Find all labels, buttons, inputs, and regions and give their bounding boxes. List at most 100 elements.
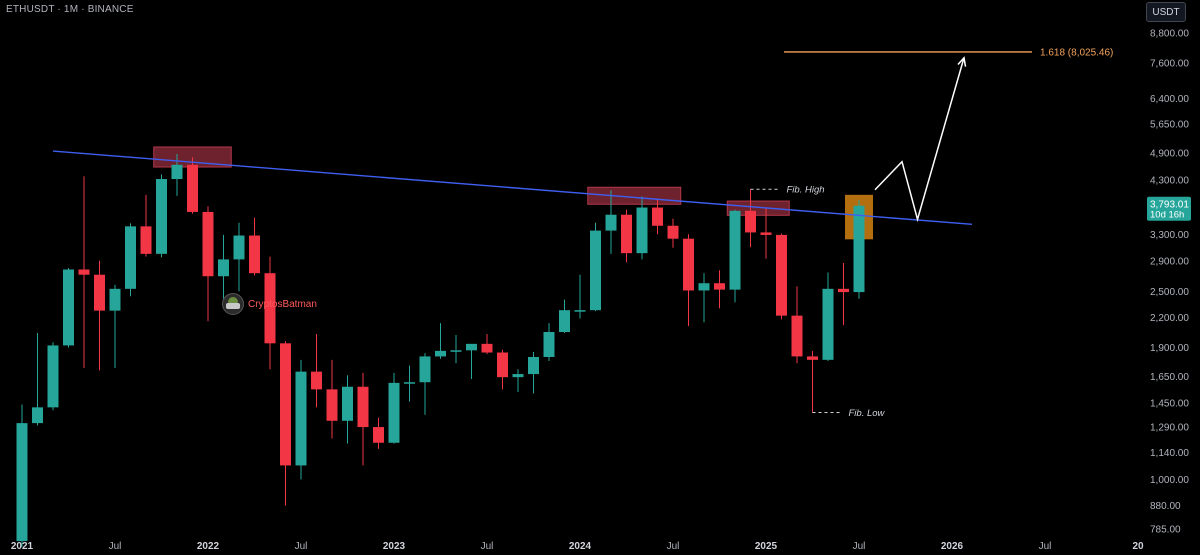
y-tick-label: 2,900.00 [1150, 256, 1189, 267]
candle-body [652, 207, 663, 226]
candle-body [574, 310, 586, 312]
candle-body [280, 343, 291, 466]
candle-body [853, 205, 865, 293]
candle-body [466, 343, 477, 351]
candle-body [326, 389, 338, 421]
candle-body [714, 283, 725, 290]
candle-body [636, 207, 648, 254]
y-tick-label: 7,600.00 [1150, 59, 1189, 70]
candle-body [698, 283, 710, 291]
candle-body [140, 226, 152, 254]
candle-body [94, 274, 105, 311]
projection-path [874, 57, 965, 223]
candle-body [822, 288, 834, 360]
candle-body [373, 427, 384, 443]
price-badge [1147, 196, 1191, 221]
candle-body [404, 382, 415, 384]
x-tick-label: Jul [667, 541, 680, 552]
candle-body [357, 386, 369, 428]
fib-high-label: Fib. High [787, 185, 825, 196]
candle-body [838, 288, 849, 293]
price-badge-value: 3,793.01 [1150, 200, 1189, 211]
candle-body [47, 345, 59, 408]
x-tick-label: 2026 [941, 541, 964, 552]
x-tick-label: 2021 [11, 541, 34, 552]
candle-body [156, 179, 167, 254]
candle-body [218, 259, 229, 277]
x-tick-label: Jul [1039, 541, 1052, 552]
candle-body [776, 234, 787, 316]
watermark: CryptosBatman [222, 293, 317, 315]
candle-body [481, 343, 493, 353]
candle-body [63, 269, 74, 346]
candle-body [32, 407, 43, 424]
projection-arrowhead [957, 56, 967, 67]
y-tick-label: 1,650.00 [1150, 372, 1189, 383]
candle-body [543, 331, 555, 357]
x-tick-label: 2024 [569, 541, 592, 552]
candle-body [202, 211, 214, 277]
y-tick-label: 1,140.00 [1150, 448, 1189, 459]
candle-body [760, 232, 772, 235]
candle-body [419, 356, 431, 383]
x-tick-label: 2023 [383, 541, 406, 552]
candle-body [264, 273, 276, 344]
y-tick-label: 1,450.00 [1150, 399, 1189, 410]
trendline [52, 150, 973, 226]
x-tick-label: 20 [1132, 541, 1144, 552]
x-tick-label: Jul [481, 541, 494, 552]
resistance-zone [726, 200, 790, 216]
x-tick-label: Jul [853, 541, 866, 552]
candle-body [295, 371, 307, 466]
candle-body [171, 164, 183, 180]
candle-body [16, 423, 28, 542]
y-tick-label: 1,290.00 [1150, 423, 1189, 434]
candle-body [497, 352, 508, 378]
y-tick-label: 5,650.00 [1150, 119, 1189, 130]
candle-body [450, 350, 462, 352]
candle-body [745, 210, 756, 233]
currency-button[interactable]: USDT [1146, 2, 1186, 22]
candle-body [109, 288, 121, 311]
watermark-text: CryptosBatman [248, 298, 317, 310]
x-tick-label: Jul [109, 541, 122, 552]
candle-body [78, 269, 90, 275]
candle-body [125, 226, 136, 289]
x-tick-label: Jul [295, 541, 308, 552]
batman-avatar-icon [222, 293, 244, 315]
target-label: 1.618 (8,025.46) [1040, 47, 1113, 58]
x-tick-label: 2022 [197, 541, 220, 552]
candle-body [388, 382, 400, 443]
fib-low-label: Fib. Low [849, 408, 886, 419]
y-tick-label: 785.00 [1150, 525, 1181, 536]
candle-body [683, 238, 694, 291]
resistance-zone [587, 186, 682, 205]
candle-body [512, 374, 524, 378]
y-tick-label: 1,000.00 [1150, 475, 1189, 486]
candle-body [667, 225, 679, 239]
candle-body [559, 310, 570, 332]
y-tick-label: 2,500.00 [1150, 287, 1189, 298]
symbol-title[interactable]: ETHUSDT · 1M · BINANCE [6, 4, 134, 15]
candle-body [249, 235, 260, 274]
y-tick-label: 3,300.00 [1150, 230, 1189, 241]
y-tick-label: 4,300.00 [1150, 175, 1189, 186]
candle-body [342, 386, 353, 421]
y-tick-label: 6,400.00 [1150, 94, 1189, 105]
candle-body [187, 164, 198, 212]
candle-body [311, 371, 322, 390]
x-tick-label: 2025 [755, 541, 778, 552]
candle-body [729, 210, 741, 290]
candle-body [605, 214, 617, 231]
candle-body [791, 315, 803, 357]
y-tick-label: 1,900.00 [1150, 343, 1189, 354]
candle-body [590, 230, 601, 311]
y-tick-label: 2,200.00 [1150, 313, 1189, 324]
y-tick-label: 880.00 [1150, 501, 1181, 512]
y-tick-label: 8,800.00 [1150, 29, 1189, 40]
candle-body [807, 356, 818, 360]
candle-body [435, 350, 446, 357]
candle-body [621, 214, 632, 254]
candle-body [233, 235, 245, 260]
